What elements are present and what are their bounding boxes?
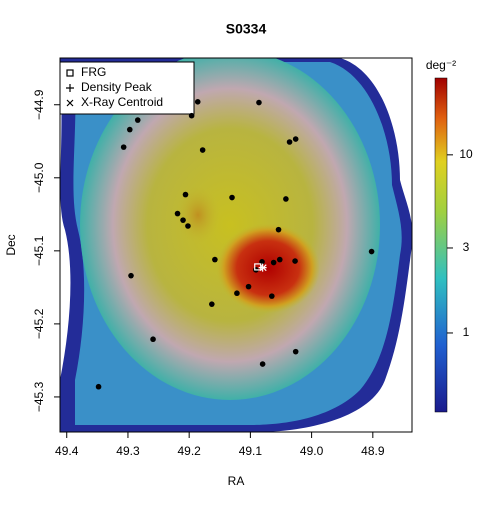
galaxy-point	[368, 248, 375, 255]
density-map	[60, 58, 412, 432]
galaxy-point	[182, 191, 189, 198]
legend-label: X-Ray Centroid	[81, 95, 163, 109]
galaxy-point	[229, 194, 235, 201]
galaxy-point	[128, 272, 134, 279]
galaxy-point	[245, 283, 252, 290]
galaxy-point	[283, 196, 289, 202]
galaxy-point	[180, 217, 186, 223]
galaxy-point	[209, 301, 215, 307]
x-axis-label: RA	[228, 474, 245, 488]
galaxy-point	[256, 99, 262, 106]
x-tick-label: 48.9	[361, 444, 385, 458]
legend-label: FRG	[81, 65, 106, 79]
density-main	[80, 58, 380, 400]
y-tick-label: −45.2	[32, 308, 46, 339]
galaxy-point	[120, 144, 127, 150]
x-tick-label: 49.2	[177, 444, 201, 458]
galaxy-point	[212, 256, 218, 263]
galaxy-point	[275, 226, 282, 233]
y-tick-label: −44.9	[32, 89, 46, 120]
x-tick-label: 49.1	[239, 444, 263, 458]
galaxy-point	[286, 139, 293, 145]
galaxy-point	[150, 336, 156, 343]
colorbar-tick-label: 3	[463, 240, 470, 254]
y-tick-label: −45.3	[32, 381, 46, 412]
density-secondary	[176, 185, 220, 245]
plot-frame	[59, 57, 413, 433]
y-tick-label: −45.0	[32, 162, 46, 193]
colorbar-tick-label: 1	[463, 325, 470, 339]
legend-symbol	[66, 69, 74, 77]
galaxy-point	[234, 290, 240, 297]
galaxy-point	[199, 147, 206, 153]
marker-square	[254, 263, 262, 271]
x-tick-label: 49.4	[55, 444, 79, 458]
legend	[59, 61, 195, 115]
galaxy-point	[270, 259, 277, 266]
galaxy-point	[259, 259, 265, 265]
galaxy-point	[126, 126, 133, 133]
colorbar-label: deg⁻²	[426, 58, 456, 72]
galaxy-point	[194, 99, 201, 105]
galaxy-point	[185, 223, 191, 229]
galaxy-point	[174, 210, 181, 217]
y-axis-label: Dec	[4, 234, 18, 255]
galaxy-point	[276, 256, 283, 263]
x-tick-label: 49.3	[116, 444, 140, 458]
legend-symbol	[66, 84, 74, 92]
galaxy-point	[259, 361, 266, 367]
legend-label: Density Peak	[81, 80, 153, 94]
galaxy-point	[134, 117, 141, 123]
galaxy-point	[292, 258, 298, 264]
galaxy-point	[188, 112, 195, 119]
legend-symbol	[66, 99, 74, 107]
legend-box	[59, 61, 195, 115]
galaxy-point	[292, 348, 299, 355]
colorbar	[434, 77, 448, 413]
galaxy-point	[269, 293, 275, 299]
galaxy-point	[95, 383, 102, 390]
chart-title: S0334	[226, 21, 267, 37]
x-tick-label: 49.0	[300, 444, 324, 458]
y-tick-label: −45.1	[32, 235, 46, 266]
galaxy-point	[292, 136, 299, 142]
density-core	[216, 223, 320, 313]
colorbar-tick-label: 10	[459, 147, 473, 161]
marker-cross	[259, 264, 267, 272]
